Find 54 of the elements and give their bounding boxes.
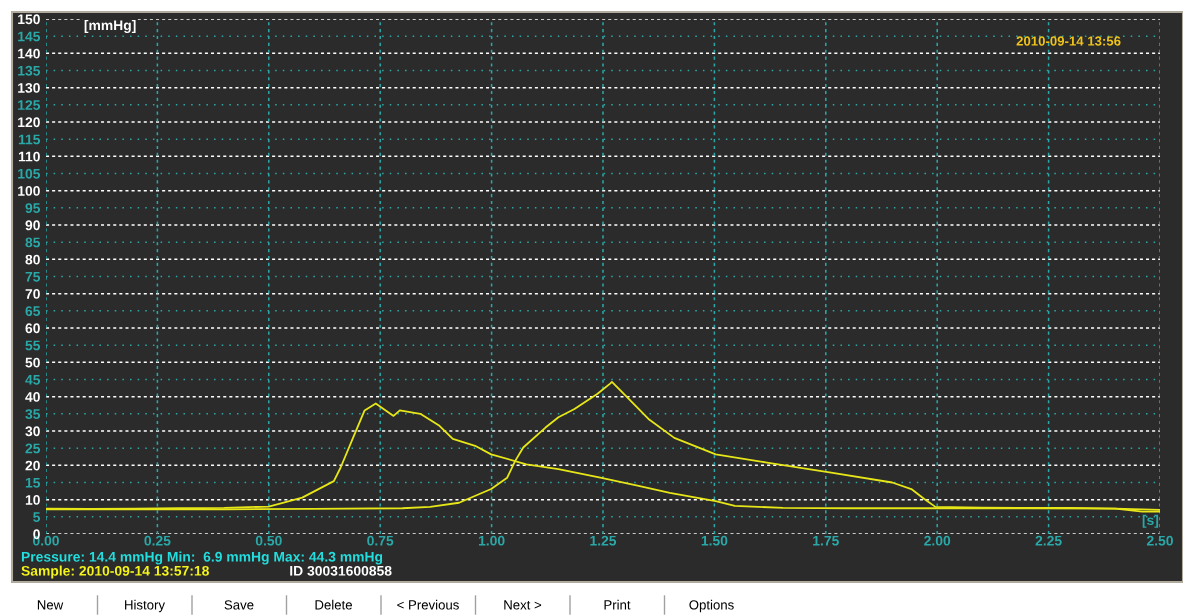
text: < Previous — [397, 599, 459, 610]
x-axis-title: [s] — [1142, 514, 1159, 528]
y-tick-label: 45 — [25, 374, 41, 385]
text: Options — [689, 599, 734, 613]
x-tick-label: 0.25 — [144, 535, 171, 546]
annotation: 2010-09-14 13:56 — [1016, 36, 1121, 46]
y-tick-label: 85 — [25, 237, 41, 248]
y-tick-label: 10 — [25, 495, 40, 505]
y-tick-label: 80 — [25, 254, 40, 265]
text: Save — [224, 600, 254, 610]
text: Print — [604, 599, 631, 610]
y-tick-label: 120 — [18, 117, 40, 128]
y-tick-label: 140 — [18, 48, 40, 59]
x-tick-label: 1.00 — [478, 535, 505, 546]
x-tick-label: 1.75 — [813, 535, 839, 546]
y-tick-label: 25 — [25, 443, 41, 454]
x-tick-label: 2.25 — [1035, 535, 1062, 546]
y-tick-label: 65 — [25, 306, 41, 316]
y-tick-label: 30 — [25, 426, 40, 437]
y-tick-label: 50 — [25, 357, 40, 368]
y-tick-label: 115 — [18, 134, 41, 145]
x-tick-label: 0.75 — [367, 535, 394, 546]
text: Sample: 2010-09-14 13:57:18 — [21, 565, 209, 579]
x-tick-label: 1.25 — [590, 535, 617, 546]
text: Delete — [315, 599, 352, 610]
x-tick-label: 0.50 — [255, 535, 282, 546]
text: New — [37, 600, 64, 610]
y-tick-label: 135 — [18, 65, 41, 76]
y-tick-label: 5 — [33, 512, 41, 522]
y-tick-label: 20 — [25, 460, 40, 471]
y-tick-label: 55 — [25, 340, 41, 351]
text: Pressure: 14.4 mmHg Min: 6.9 mmHg Max: 44.3 mmHg — [21, 551, 383, 565]
y-tick-label: 130 — [18, 83, 40, 93]
y-tick-label: 145 — [18, 31, 41, 42]
y-tick-label: 110 — [18, 151, 40, 162]
y-tick-label: 70 — [25, 289, 40, 299]
y-tick-label: 105 — [18, 168, 41, 179]
text: History — [125, 599, 165, 613]
y-tick-label: 35 — [25, 409, 41, 420]
y-tick-label: 95 — [25, 203, 41, 213]
text: Next > — [504, 600, 542, 610]
x-tick-label: 1.50 — [701, 535, 728, 546]
x-tick-label: 2.00 — [924, 535, 951, 546]
y-tick-label: 125 — [18, 100, 41, 110]
y-tick-label: 90 — [25, 220, 40, 231]
y-tick-label: 40 — [25, 392, 40, 402]
y-tick-label: 15 — [25, 477, 41, 488]
y-tick-label: 75 — [25, 271, 41, 282]
y-axis-title: [mmHg] — [84, 20, 136, 34]
x-tick-label: 2.50 — [1146, 535, 1173, 546]
y-tick-label: 60 — [25, 323, 40, 334]
text: ID 30031600858 — [290, 565, 392, 576]
y-tick-label: 100 — [18, 186, 40, 196]
y-tick-label: 150 — [18, 14, 40, 25]
